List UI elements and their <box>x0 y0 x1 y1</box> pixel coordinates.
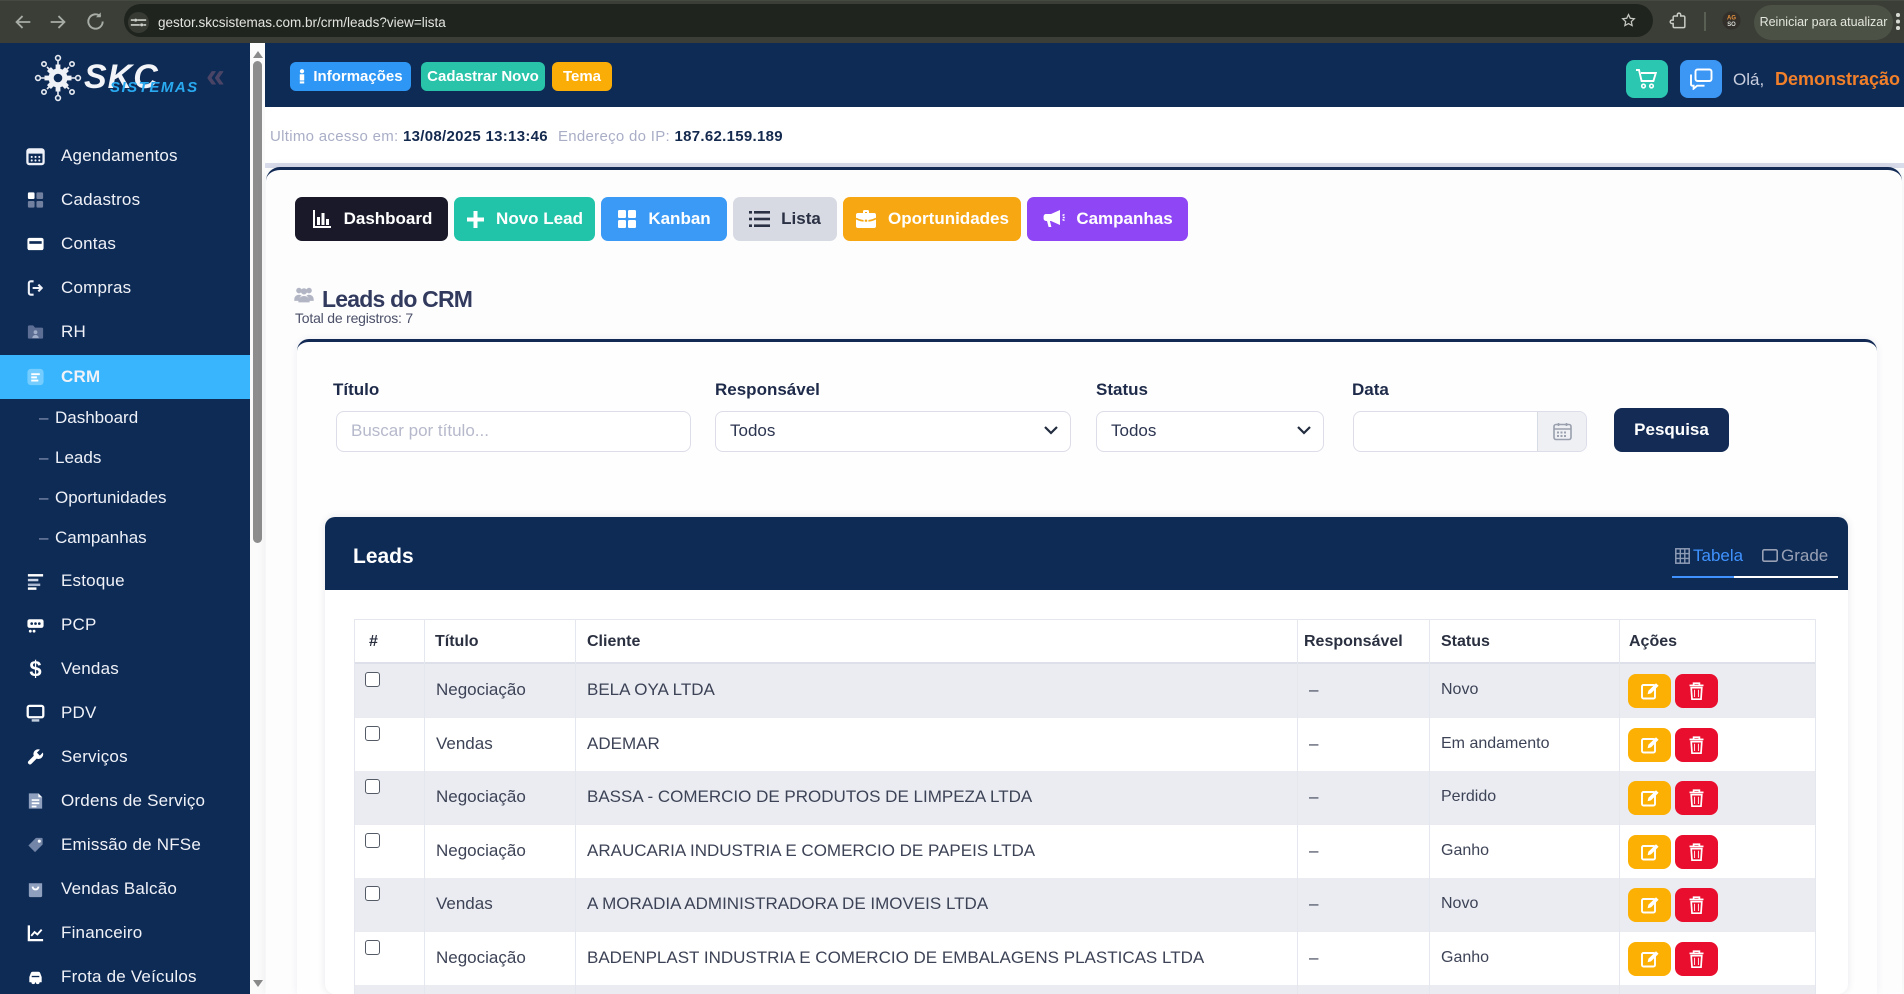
svg-text:SO: SO <box>1727 22 1736 28</box>
svg-text:AG: AG <box>1727 16 1736 22</box>
